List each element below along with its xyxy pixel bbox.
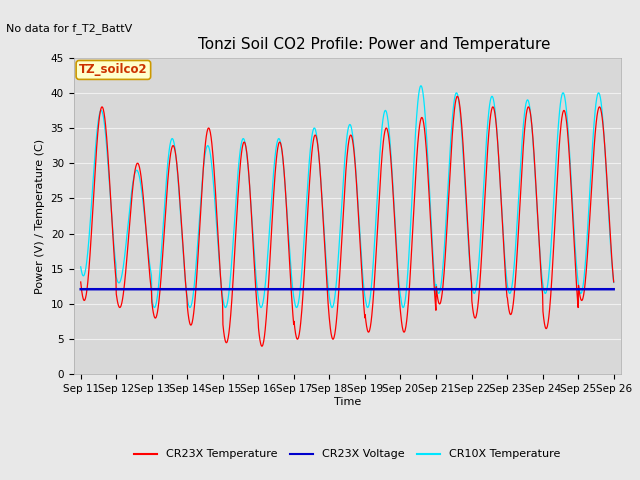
- Title: Tonzi Soil CO2 Profile: Power and Temperature: Tonzi Soil CO2 Profile: Power and Temper…: [198, 37, 551, 52]
- Text: TZ_soilco2: TZ_soilco2: [79, 63, 148, 76]
- Text: No data for f_T2_BattV: No data for f_T2_BattV: [6, 23, 132, 34]
- Legend: CR23X Temperature, CR23X Voltage, CR10X Temperature: CR23X Temperature, CR23X Voltage, CR10X …: [130, 445, 564, 464]
- X-axis label: Time: Time: [333, 397, 361, 407]
- Y-axis label: Power (V) / Temperature (C): Power (V) / Temperature (C): [35, 138, 45, 294]
